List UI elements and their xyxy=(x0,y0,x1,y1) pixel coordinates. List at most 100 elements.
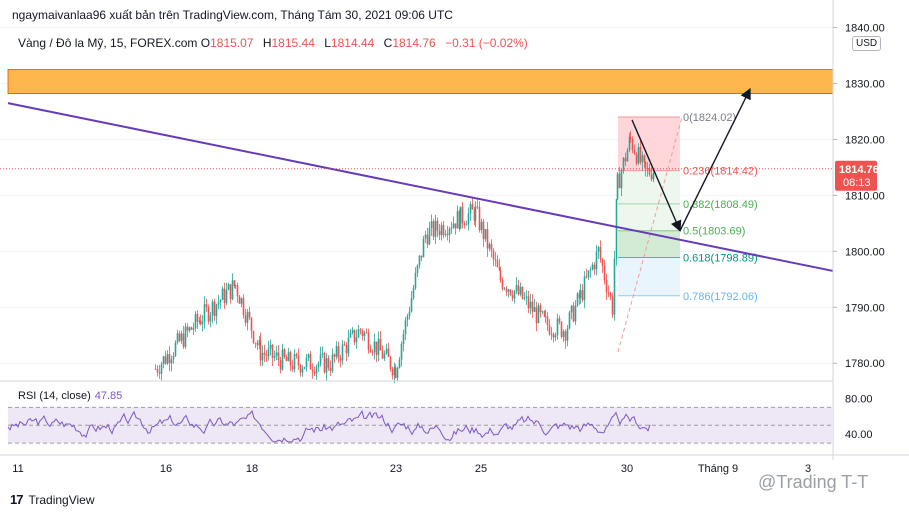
candle-body xyxy=(620,171,623,189)
candle-body xyxy=(323,353,326,373)
rsi-scale-label: 40.00 xyxy=(845,429,873,441)
candle-body xyxy=(591,264,594,270)
candle-body xyxy=(436,220,439,231)
candle-body xyxy=(373,341,376,353)
candle-body xyxy=(525,296,528,298)
resistance-zone xyxy=(7,69,834,95)
candle-body xyxy=(174,342,177,356)
candle-body xyxy=(564,331,567,341)
candle-body xyxy=(474,206,477,221)
footer-brand[interactable]: 17 TradingView xyxy=(10,492,95,507)
candle-body xyxy=(599,247,602,260)
watermark: @Trading T-T xyxy=(758,472,869,492)
candle-body xyxy=(544,316,547,318)
candle-body xyxy=(444,234,447,236)
candle-body xyxy=(473,209,476,221)
fib-level-label: 0(1824.02) xyxy=(683,112,736,124)
price-label: 1820.00 xyxy=(845,134,885,146)
candle-body xyxy=(609,293,612,297)
projection-arrows xyxy=(631,87,751,232)
candle-body xyxy=(469,203,472,214)
candle-body xyxy=(531,301,534,312)
low-label: L xyxy=(324,36,331,50)
candle-body xyxy=(539,305,542,313)
candle-body xyxy=(420,255,423,258)
candle-body xyxy=(321,353,324,355)
candle-body xyxy=(624,157,627,162)
candle-body xyxy=(476,206,479,208)
candle-body xyxy=(259,340,262,361)
candle-body xyxy=(543,311,546,317)
candle-body xyxy=(297,355,300,366)
fib-zone xyxy=(618,170,680,204)
candle-body xyxy=(231,280,234,300)
candle-body xyxy=(576,293,579,306)
fib-level-label: 0.618(1798.89) xyxy=(683,253,758,265)
candle-body xyxy=(265,354,268,357)
rsi-legend[interactable]: RSI (14, close) 47.85 xyxy=(18,390,122,402)
candle-body xyxy=(277,352,280,360)
candle-body xyxy=(428,228,431,245)
price-label: 1830.00 xyxy=(845,79,885,91)
candle-body xyxy=(587,270,590,278)
candle-body xyxy=(180,333,183,341)
candle-body xyxy=(315,366,318,374)
candle-body xyxy=(223,288,226,304)
candle-body xyxy=(190,327,193,330)
candle-body xyxy=(242,298,245,316)
currency-badge[interactable]: USD xyxy=(852,36,882,51)
low-value: 1814.44 xyxy=(330,36,375,50)
candlestick-series xyxy=(154,131,655,384)
brand-name: TradingView xyxy=(28,492,95,507)
time-label: 18 xyxy=(246,463,258,475)
current-price-label: 1814.76 xyxy=(839,164,879,176)
candle-body xyxy=(488,243,491,249)
candle-body xyxy=(341,344,344,361)
high-value: 1815.44 xyxy=(271,36,315,50)
candle-body xyxy=(515,285,518,291)
candle-body xyxy=(566,328,569,341)
candle-body xyxy=(319,354,322,364)
candle-body xyxy=(291,365,294,370)
fib-level-label: 0.786(1792.06) xyxy=(683,291,758,303)
candle-body xyxy=(295,354,298,356)
candle-body xyxy=(605,279,608,293)
candle-body xyxy=(581,290,584,301)
candle-body xyxy=(611,296,614,315)
candle-body xyxy=(412,288,415,299)
candle-body xyxy=(317,363,320,367)
price-label: 1800.00 xyxy=(845,246,885,258)
close-value: 1814.76 xyxy=(392,36,436,50)
candle-body xyxy=(271,344,274,358)
candle-body xyxy=(652,172,655,180)
candle-body xyxy=(432,221,435,237)
candle-body xyxy=(646,168,649,170)
time-label: 23 xyxy=(390,463,402,475)
candle-body xyxy=(349,332,352,338)
candle-body xyxy=(484,228,487,240)
projection-arrow-up xyxy=(679,87,751,231)
candle-body xyxy=(347,337,350,354)
candle-body xyxy=(486,228,489,249)
publisher-line: ngaymaivanlaa96 xuất bản trên TradingVie… xyxy=(12,8,453,22)
time-label: 11 xyxy=(12,463,23,475)
candle-body xyxy=(511,294,514,299)
candle-body xyxy=(307,354,310,358)
candle-body xyxy=(287,352,290,362)
symbol-legend[interactable]: Vàng / Đô la Mỹ, 15, FOREX.com O1815.07 … xyxy=(18,36,534,50)
candle-body xyxy=(438,230,441,236)
candle-body xyxy=(329,368,332,371)
candle-body xyxy=(404,320,407,334)
fibonacci-retracement: 0(1824.02) 0.236(1814.42) 0.382(1808.49) 0.… xyxy=(617,112,758,353)
candle-body xyxy=(273,356,276,358)
candle-body xyxy=(643,155,646,162)
candle-body xyxy=(595,251,598,270)
candle-body xyxy=(379,338,382,351)
candle-body xyxy=(517,285,520,295)
candle-body xyxy=(546,316,549,326)
candle-body xyxy=(426,234,429,245)
candle-body xyxy=(196,313,199,322)
time-label: 3 xyxy=(805,463,811,475)
candle-body xyxy=(361,330,364,337)
